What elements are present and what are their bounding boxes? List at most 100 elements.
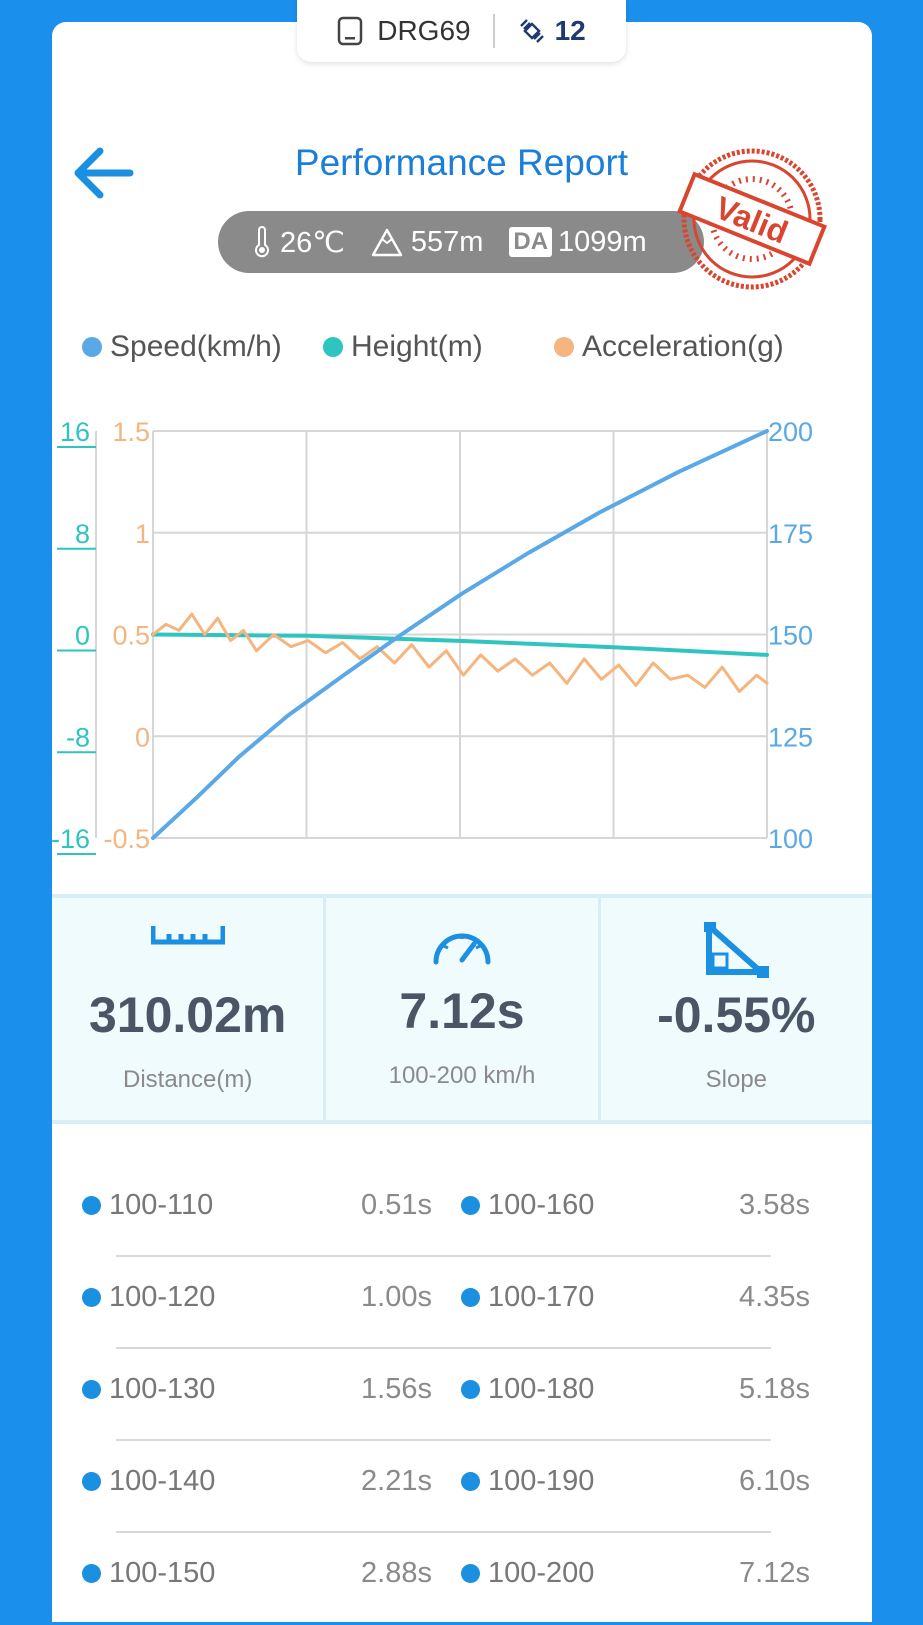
valid-stamp: Valid bbox=[677, 148, 827, 290]
satellite-count: 12 bbox=[554, 15, 586, 46]
bullet-icon bbox=[82, 1196, 101, 1215]
device-icon bbox=[337, 16, 363, 46]
altitude-value: 557m bbox=[410, 225, 484, 258]
series-line-height bbox=[151, 632, 769, 657]
split-label: 100-130 bbox=[109, 1373, 216, 1405]
divider bbox=[116, 1347, 771, 1349]
split-right: 100-170 bbox=[461, 1281, 594, 1314]
acceleration-axis-tick: 1.5 bbox=[112, 417, 150, 447]
bullet-icon bbox=[82, 1472, 101, 1491]
split-left: 100-110 bbox=[82, 1189, 213, 1222]
back-button[interactable] bbox=[70, 145, 134, 206]
slope-label: Slope bbox=[705, 1066, 768, 1093]
device-name: DRG69 bbox=[377, 15, 471, 46]
legend-label-height: Height(m) bbox=[351, 330, 483, 363]
bullet-icon bbox=[82, 1288, 101, 1307]
acceleration-axis-tick: 0.5 bbox=[112, 621, 150, 651]
stat-distance: 310.02m Distance(m) bbox=[52, 898, 323, 1120]
mountain-icon bbox=[371, 228, 403, 257]
report-card bbox=[52, 22, 872, 1622]
height-axis-tick: 8 bbox=[75, 519, 90, 549]
legend-dot-acceleration bbox=[554, 337, 574, 357]
split-label: 100-140 bbox=[109, 1465, 216, 1497]
split-time: 6.10s bbox=[739, 1465, 810, 1497]
split-time: 2.88s bbox=[361, 1557, 432, 1589]
split-time: 7.12s bbox=[739, 1557, 810, 1589]
list-item: 100-150 2.88s 100-200 7.12s bbox=[52, 1533, 872, 1625]
split-time: 2.21s bbox=[361, 1465, 432, 1497]
temperature-value: 26℃ bbox=[280, 226, 345, 259]
performance-chart: 16 8 0 -8 -16 1.5 1 0.5 0 -0.5 200 175 150 125 100 bbox=[51, 417, 813, 855]
divider bbox=[116, 1255, 771, 1257]
distance-value: 310.02m bbox=[88, 987, 287, 1043]
slope-icon bbox=[704, 922, 770, 978]
split-time: 1.00s bbox=[361, 1281, 432, 1313]
legend-label-acceleration: Acceleration(g) bbox=[582, 330, 784, 363]
density-altitude: DA 1099m bbox=[509, 226, 647, 259]
acceleration-axis-tick: 1 bbox=[135, 519, 150, 549]
split-left: 100-120 bbox=[82, 1281, 215, 1314]
speed-axis-tick: 100 bbox=[768, 824, 813, 854]
arrow-left-icon bbox=[74, 147, 134, 199]
page-title: Performance Report bbox=[294, 142, 629, 183]
series-line-speed bbox=[151, 429, 769, 840]
series-line-acceleration bbox=[151, 612, 769, 693]
speed-axis-tick: 125 bbox=[768, 722, 813, 752]
split-left: 100-140 bbox=[82, 1465, 215, 1498]
da-badge: DA bbox=[509, 227, 553, 257]
split-time: 0.51s bbox=[361, 1189, 432, 1221]
time-value: 7.12s bbox=[399, 983, 525, 1039]
height-axis-tick: 0 bbox=[75, 621, 90, 651]
conditions-pill: 26℃ 557m DA 1099m bbox=[218, 211, 704, 273]
legend-height: Height(m) bbox=[323, 330, 483, 364]
divider bbox=[116, 1531, 771, 1533]
temperature: 26℃ bbox=[252, 225, 345, 260]
split-left: 100-130 bbox=[82, 1373, 215, 1406]
legend-speed: Speed(km/h) bbox=[82, 330, 282, 364]
speed-axis-tick: 200 bbox=[768, 417, 813, 447]
legend-dot-height bbox=[323, 337, 343, 357]
legend-dot-speed bbox=[82, 337, 102, 357]
legend-acceleration: Acceleration(g) bbox=[554, 330, 784, 364]
split-time: 1.56s bbox=[361, 1373, 432, 1405]
split-label: 100-160 bbox=[488, 1189, 595, 1221]
split-time: 5.18s bbox=[739, 1373, 810, 1405]
bullet-icon bbox=[461, 1472, 480, 1491]
legend-label-speed: Speed(km/h) bbox=[110, 330, 282, 363]
height-axis-tick: -8 bbox=[66, 722, 90, 752]
thermometer-icon bbox=[255, 226, 269, 258]
split-label: 100-110 bbox=[109, 1189, 214, 1221]
ruler-icon bbox=[150, 926, 225, 945]
height-axis-tick: 16 bbox=[60, 417, 90, 447]
divider bbox=[116, 1439, 771, 1441]
stat-time: 7.12s 100-200 km/h bbox=[323, 898, 597, 1120]
device-status-pill: DRG69 12 bbox=[297, 0, 626, 62]
split-right: 100-180 bbox=[461, 1373, 594, 1406]
bullet-icon bbox=[461, 1288, 480, 1307]
split-label: 100-180 bbox=[488, 1373, 595, 1405]
time-label: 100-200 km/h bbox=[388, 1062, 536, 1089]
altitude: 557m bbox=[371, 225, 484, 259]
split-times-list: 100-110 0.51s 100-160 3.58s 100-120 1.00… bbox=[52, 1165, 872, 1625]
split-label: 100-120 bbox=[109, 1281, 216, 1313]
split-label: 100-190 bbox=[488, 1465, 595, 1497]
speedometer-icon bbox=[433, 933, 491, 965]
acceleration-axis-tick: 0 bbox=[135, 722, 150, 752]
satellite-icon bbox=[519, 19, 544, 43]
bullet-icon bbox=[461, 1196, 480, 1215]
split-right: 100-200 bbox=[461, 1557, 594, 1590]
list-item: 100-140 2.21s 100-190 6.10s bbox=[52, 1441, 872, 1533]
split-label: 100-170 bbox=[488, 1281, 595, 1313]
speed-axis-tick: 175 bbox=[768, 519, 813, 549]
bullet-icon bbox=[82, 1380, 101, 1399]
split-right: 100-190 bbox=[461, 1465, 594, 1498]
slope-value: -0.55% bbox=[657, 987, 816, 1043]
acceleration-axis-tick: -0.5 bbox=[103, 824, 150, 854]
distance-label: Distance(m) bbox=[122, 1066, 253, 1093]
list-item: 100-110 0.51s 100-160 3.58s bbox=[52, 1165, 872, 1257]
speed-axis-tick: 150 bbox=[768, 621, 813, 651]
bullet-icon bbox=[461, 1564, 480, 1583]
split-label: 100-200 bbox=[488, 1557, 595, 1589]
stat-slope: -0.55% Slope bbox=[597, 898, 872, 1120]
bullet-icon bbox=[82, 1564, 101, 1583]
